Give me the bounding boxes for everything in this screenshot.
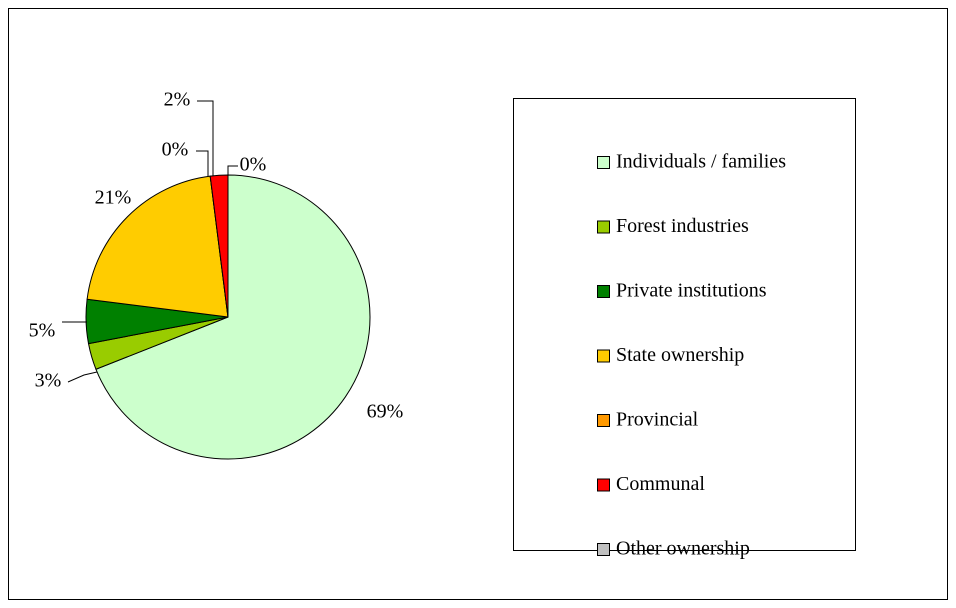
legend-swatch bbox=[597, 543, 610, 556]
pie-slice bbox=[95, 174, 371, 460]
legend-swatch bbox=[597, 478, 610, 492]
data-label: 5% bbox=[29, 320, 56, 342]
leader-line bbox=[197, 100, 214, 176]
legend-label: State ownership bbox=[616, 344, 744, 366]
legend-label: Individuals / families bbox=[616, 151, 786, 173]
legend-label: Forest industries bbox=[616, 215, 749, 237]
legend-swatch bbox=[597, 349, 610, 363]
data-label: 69% bbox=[367, 401, 404, 423]
data-label: 3% bbox=[35, 370, 62, 392]
pie-slice bbox=[86, 175, 229, 318]
legend-swatch bbox=[597, 285, 610, 298]
legend-label: Private institutions bbox=[616, 280, 767, 302]
legend-swatch bbox=[597, 220, 610, 234]
legend-swatch bbox=[597, 414, 610, 427]
leader-line bbox=[196, 150, 209, 176]
leader-line bbox=[67, 371, 98, 383]
data-label: 2% bbox=[164, 89, 191, 111]
legend-label: Other ownership bbox=[616, 538, 750, 560]
legend-label: Provincial bbox=[616, 409, 699, 431]
leader-line bbox=[227, 165, 238, 175]
data-label: 0% bbox=[240, 154, 267, 176]
legend-swatch bbox=[597, 156, 610, 169]
data-label: 21% bbox=[95, 187, 132, 209]
data-label: 0% bbox=[162, 139, 189, 161]
legend-label: Communal bbox=[616, 473, 705, 495]
legend-box bbox=[513, 98, 856, 551]
